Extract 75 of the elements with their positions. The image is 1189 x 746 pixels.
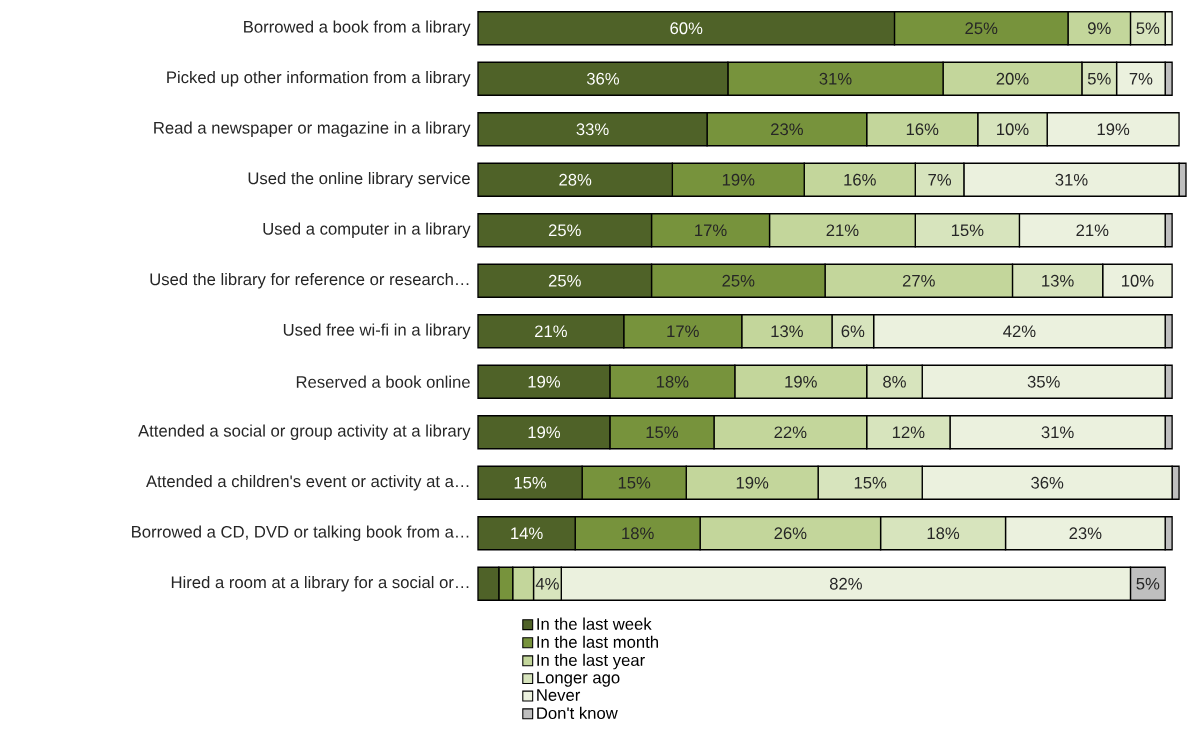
data-label: 18% xyxy=(656,375,689,388)
data-label: 42% xyxy=(1003,325,1036,338)
y-tick-label: Used a computer in a library xyxy=(263,222,471,239)
y-tick-label: Attended a social or group activity at a library xyxy=(138,424,471,441)
data-label: 19% xyxy=(736,476,769,489)
data-label: 19% xyxy=(785,375,817,388)
data-label: 13% xyxy=(771,325,803,338)
data-label: 8% xyxy=(883,375,906,388)
data-label: 19% xyxy=(722,173,755,186)
data-label: 10% xyxy=(997,123,1029,136)
data-label: 25% xyxy=(965,22,998,35)
data-label: 16% xyxy=(844,173,876,186)
data-label: 15% xyxy=(618,476,651,489)
data-label: 23% xyxy=(771,123,803,136)
data-label: 26% xyxy=(774,527,807,540)
data-label: 35% xyxy=(1027,375,1060,388)
data-label: 82% xyxy=(829,577,862,590)
data-label: 21% xyxy=(535,325,567,338)
data-label: 12% xyxy=(892,426,925,439)
data-label: 6% xyxy=(841,325,865,338)
data-label: 15% xyxy=(951,224,984,237)
data-label: 5% xyxy=(1136,577,1160,590)
data-label: 31% xyxy=(1055,173,1088,186)
data-label: 19% xyxy=(1097,123,1130,136)
y-tick-label: Read a newspaper or magazine in a library xyxy=(154,121,471,138)
data-label: 20% xyxy=(996,72,1029,85)
data-label: 4% xyxy=(535,577,559,590)
data-label: 15% xyxy=(854,476,887,489)
y-tick-label: Picked up other information from a library xyxy=(167,70,471,87)
legend-label: In the last week xyxy=(537,617,652,630)
data-label: 36% xyxy=(586,72,620,85)
data-label: 36% xyxy=(1031,476,1064,489)
data-label: 28% xyxy=(559,173,592,186)
data-label: 25% xyxy=(722,274,755,287)
legend-label: Don't know xyxy=(537,706,618,720)
data-label: 21% xyxy=(826,224,859,237)
legend-label: Never xyxy=(537,689,581,701)
data-label: 5% xyxy=(1136,22,1160,35)
data-label: 25% xyxy=(548,224,581,237)
data-label: 23% xyxy=(1069,527,1102,540)
data-label: 25% xyxy=(548,274,581,287)
y-tick-label: Borrowed a CD, DVD or talking book from a… xyxy=(132,525,469,541)
data-label: 17% xyxy=(695,224,727,237)
data-label: 31% xyxy=(819,72,852,85)
y-tick-label: Reserved a book online xyxy=(296,375,470,388)
data-label: 18% xyxy=(927,527,960,540)
data-label: 13% xyxy=(1042,274,1074,287)
data-label: 18% xyxy=(622,527,654,540)
data-label: 19% xyxy=(528,375,561,388)
data-label: 21% xyxy=(1076,224,1109,237)
data-label: 15% xyxy=(646,426,679,439)
data-label: 27% xyxy=(902,274,935,287)
data-label: 14% xyxy=(511,527,543,540)
data-label: 60% xyxy=(670,22,703,35)
data-label: 7% xyxy=(928,173,952,186)
y-tick-label: Hired a room at a library for a social or… xyxy=(171,575,469,592)
y-tick-label: Used free wi-fi in a library xyxy=(283,323,471,340)
data-label: 19% xyxy=(528,426,561,439)
data-label: 16% xyxy=(906,123,939,136)
data-label: 17% xyxy=(667,325,699,338)
y-tick-label: Used the online library service xyxy=(248,171,470,188)
y-tick-label: Attended a children's event or activity at a… xyxy=(146,474,469,491)
data-label: 7% xyxy=(1129,72,1153,85)
legend-label: In the last month xyxy=(537,635,658,648)
data-label: 22% xyxy=(774,426,807,439)
data-label: 31% xyxy=(1041,426,1074,439)
data-label: 5% xyxy=(1087,72,1111,85)
legend-label: In the last year xyxy=(537,653,645,670)
data-label: 15% xyxy=(514,476,547,489)
data-label: 10% xyxy=(1122,274,1154,287)
legend-label: Longer ago xyxy=(537,671,620,687)
data-label: 9% xyxy=(1087,22,1111,35)
y-tick-label: Borrowed a book from a library xyxy=(244,20,471,37)
data-label: 33% xyxy=(576,123,609,136)
y-tick-label: Used the library for reference or research… xyxy=(150,272,469,289)
